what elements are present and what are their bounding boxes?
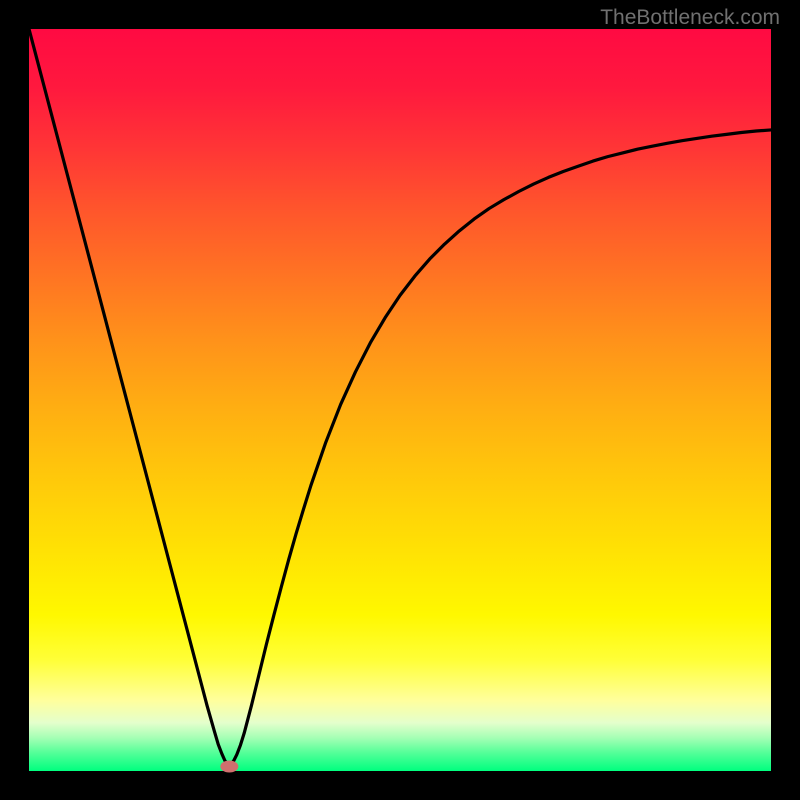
- optimum-marker: [220, 761, 238, 773]
- chart-container: TheBottleneck.com: [0, 0, 800, 800]
- watermark-text: TheBottleneck.com: [600, 6, 780, 30]
- bottleneck-chart: [0, 0, 800, 800]
- gradient-background: [29, 29, 771, 771]
